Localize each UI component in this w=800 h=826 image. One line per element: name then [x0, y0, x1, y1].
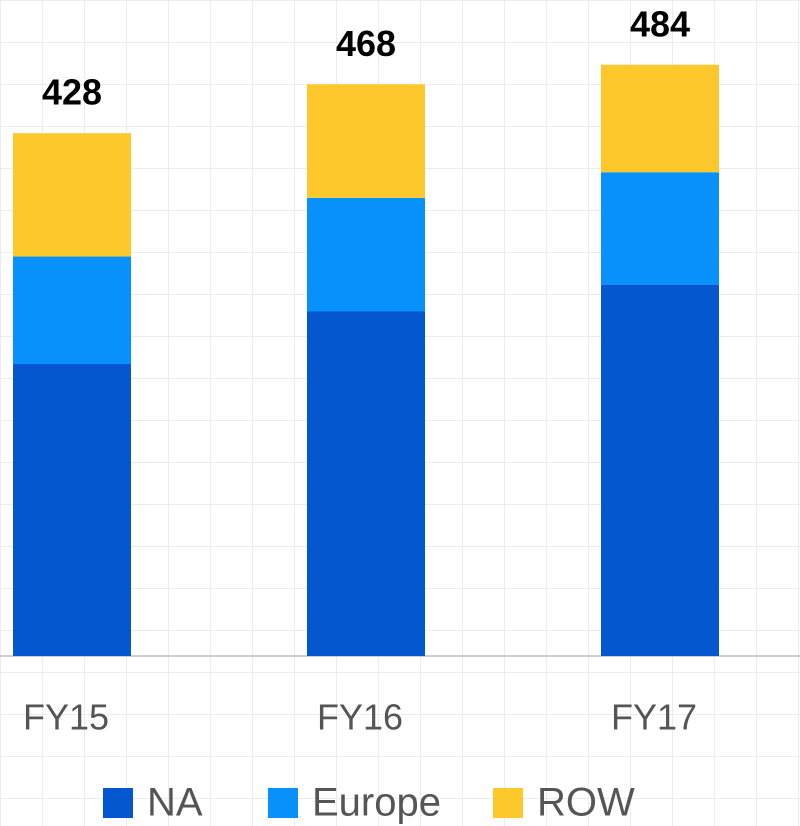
- total-label: 484: [630, 3, 690, 44]
- bar-segment: [601, 64, 719, 173]
- x-tick-label: FY16: [317, 697, 403, 738]
- legend-swatch: [493, 788, 523, 818]
- legend-label: Europe: [312, 781, 441, 825]
- bar-segment: [307, 311, 425, 656]
- legend-label: ROW: [537, 781, 635, 825]
- x-tick-label: FY15: [23, 697, 109, 738]
- legend-swatch: [103, 788, 133, 818]
- legend-swatch: [268, 788, 298, 818]
- bar-segment: [13, 133, 131, 257]
- bar-segment: [307, 84, 425, 198]
- bar-segment: [307, 197, 425, 312]
- bar-segment: [13, 364, 131, 656]
- x-tick-label: FY17: [611, 697, 697, 738]
- bar-segment: [601, 172, 719, 285]
- bar-segment: [601, 284, 719, 656]
- legend-label: NA: [147, 781, 203, 825]
- total-label: 428: [42, 72, 102, 113]
- total-label: 468: [336, 23, 396, 64]
- bar-segment: [13, 256, 131, 365]
